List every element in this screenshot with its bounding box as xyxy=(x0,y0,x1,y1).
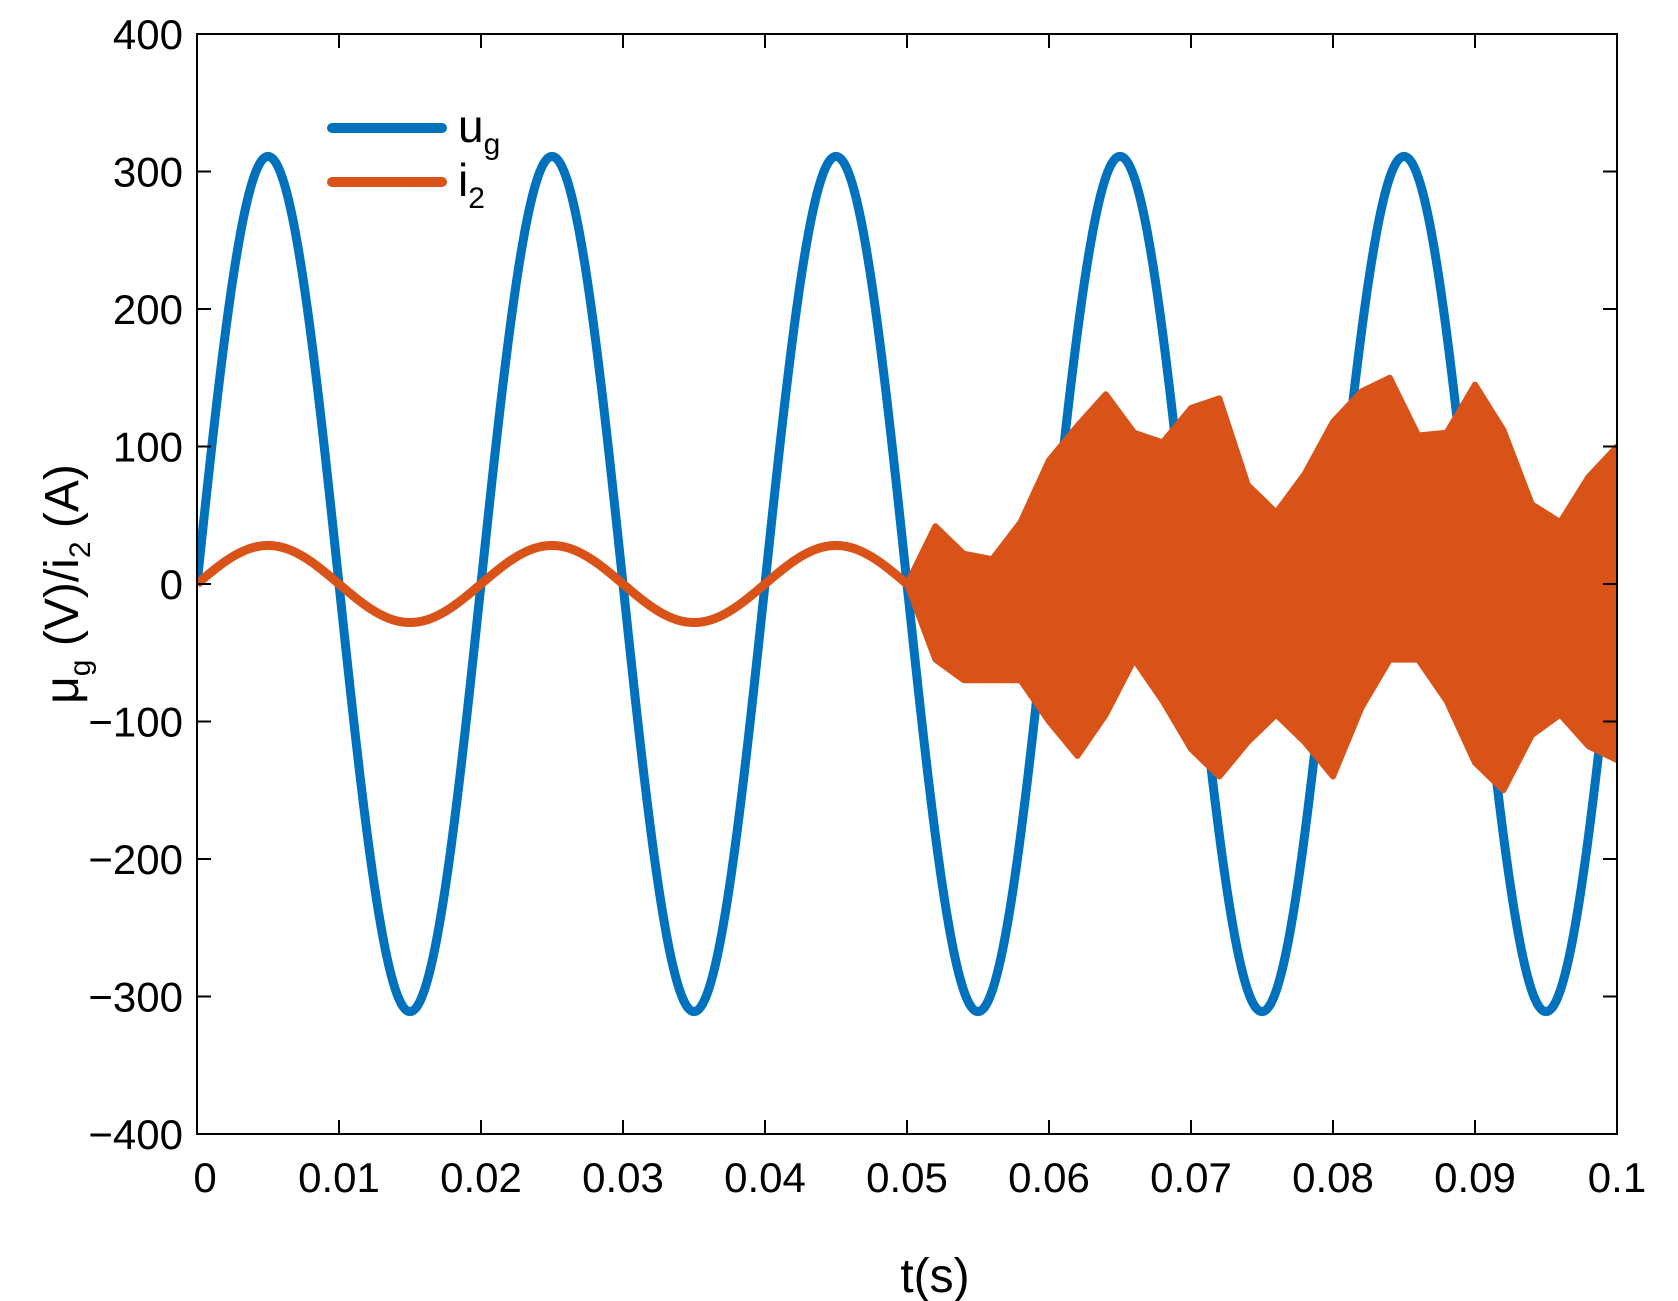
legend-label-i2: i2 xyxy=(458,154,485,215)
legend-label-base: i xyxy=(458,154,468,206)
y-tick-label: −200 xyxy=(88,836,183,883)
y-tick-label: 0 xyxy=(160,561,183,608)
y-tick-label: 100 xyxy=(113,424,183,471)
y-tick-label: −100 xyxy=(88,699,183,746)
y-axis-title: μg (V)/i2 (A) xyxy=(36,464,97,704)
y-axis-title-mid: (V)/i xyxy=(36,558,89,659)
x-tick-label: 0.01 xyxy=(298,1154,380,1201)
y-tick-label: −300 xyxy=(88,974,183,1021)
legend-label-base: u xyxy=(458,100,484,152)
y-axis-title-sub1: g xyxy=(64,660,97,677)
x-axis-title: t(s) xyxy=(900,1250,969,1301)
x-tick-label: 0.09 xyxy=(1434,1154,1516,1201)
y-tick-label: 300 xyxy=(113,149,183,196)
series-i2-oscillation-band xyxy=(904,374,1617,794)
x-tick-label: 0.05 xyxy=(866,1154,948,1201)
y-axis-title-end: (A) xyxy=(36,464,89,541)
y-tick-label: −400 xyxy=(88,1111,183,1158)
legend-label-subscript: 2 xyxy=(468,182,485,215)
series-i2-stable-line xyxy=(197,541,911,627)
x-tick-label: 0.1 xyxy=(1588,1154,1646,1201)
y-axis-title-sub2: 2 xyxy=(64,541,97,558)
series-layer xyxy=(197,151,1617,1017)
legend-label-ug: ug xyxy=(458,100,500,161)
ticks-layer: 0 0.01 0.02 0.03 0.04 0.05 0.06 0.07 0.08 0.09 0.1… xyxy=(88,11,1646,1201)
y-axis-title-base1: μ xyxy=(36,676,89,704)
y-tick-label: 400 xyxy=(113,11,183,58)
x-tick-label: 0.03 xyxy=(582,1154,664,1201)
x-tick-label: 0.07 xyxy=(1150,1154,1232,1201)
x-tick-label: 0.04 xyxy=(724,1154,806,1201)
x-tick-label: 0.08 xyxy=(1292,1154,1374,1201)
x-tick-label: 0.06 xyxy=(1008,1154,1090,1201)
legend-label-subscript: g xyxy=(484,128,501,161)
x-tick-label: 0.02 xyxy=(440,1154,522,1201)
x-tick-label: 0 xyxy=(193,1154,216,1201)
y-tick-label: 200 xyxy=(113,286,183,333)
